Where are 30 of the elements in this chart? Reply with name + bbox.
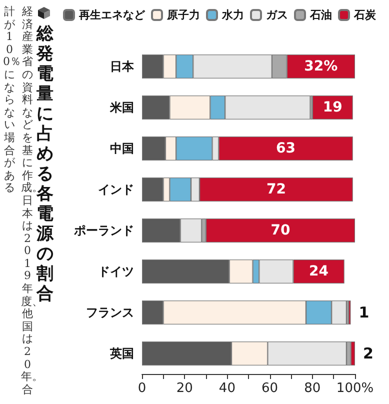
y-tick-label: ポーランド: [73, 224, 134, 238]
bar: [350, 342, 355, 366]
x-tick-label: 100%: [336, 381, 374, 396]
y-tick-label: 米国: [109, 100, 134, 114]
x-tick-label: 80: [304, 381, 321, 396]
data-label: 63: [276, 140, 296, 156]
legend-label: 石炭: [353, 8, 377, 22]
data-label: 24: [309, 264, 329, 280]
data-label: 2: [363, 344, 374, 362]
bar: [206, 218, 355, 242]
x-tick-label: 60: [262, 381, 278, 396]
y-tick-label: 中国: [110, 142, 134, 156]
data-label: 72: [266, 182, 286, 198]
y-tick-label: インド: [98, 182, 134, 196]
x-tick-label: 40: [218, 381, 236, 396]
legend-label: 再生エネなど: [78, 8, 146, 22]
y-tick-label: 日本: [110, 60, 135, 74]
y-tick-label: 英国: [109, 346, 134, 360]
legend-label: 石油: [309, 8, 332, 22]
y-tick-label: フランス: [86, 306, 134, 320]
data-label: 32%: [304, 58, 338, 74]
legend-label: 原子力: [166, 8, 200, 22]
data-label: 70: [270, 222, 290, 238]
legend-label: ガス: [266, 8, 288, 22]
x-tick-label: 0: [138, 381, 146, 396]
legend-label: 水力: [221, 8, 244, 22]
data-label: 19: [322, 100, 342, 116]
data-label: 1: [358, 304, 370, 322]
x-tick-label: 20: [176, 381, 193, 396]
y-tick-label: ドイツ: [98, 264, 134, 278]
